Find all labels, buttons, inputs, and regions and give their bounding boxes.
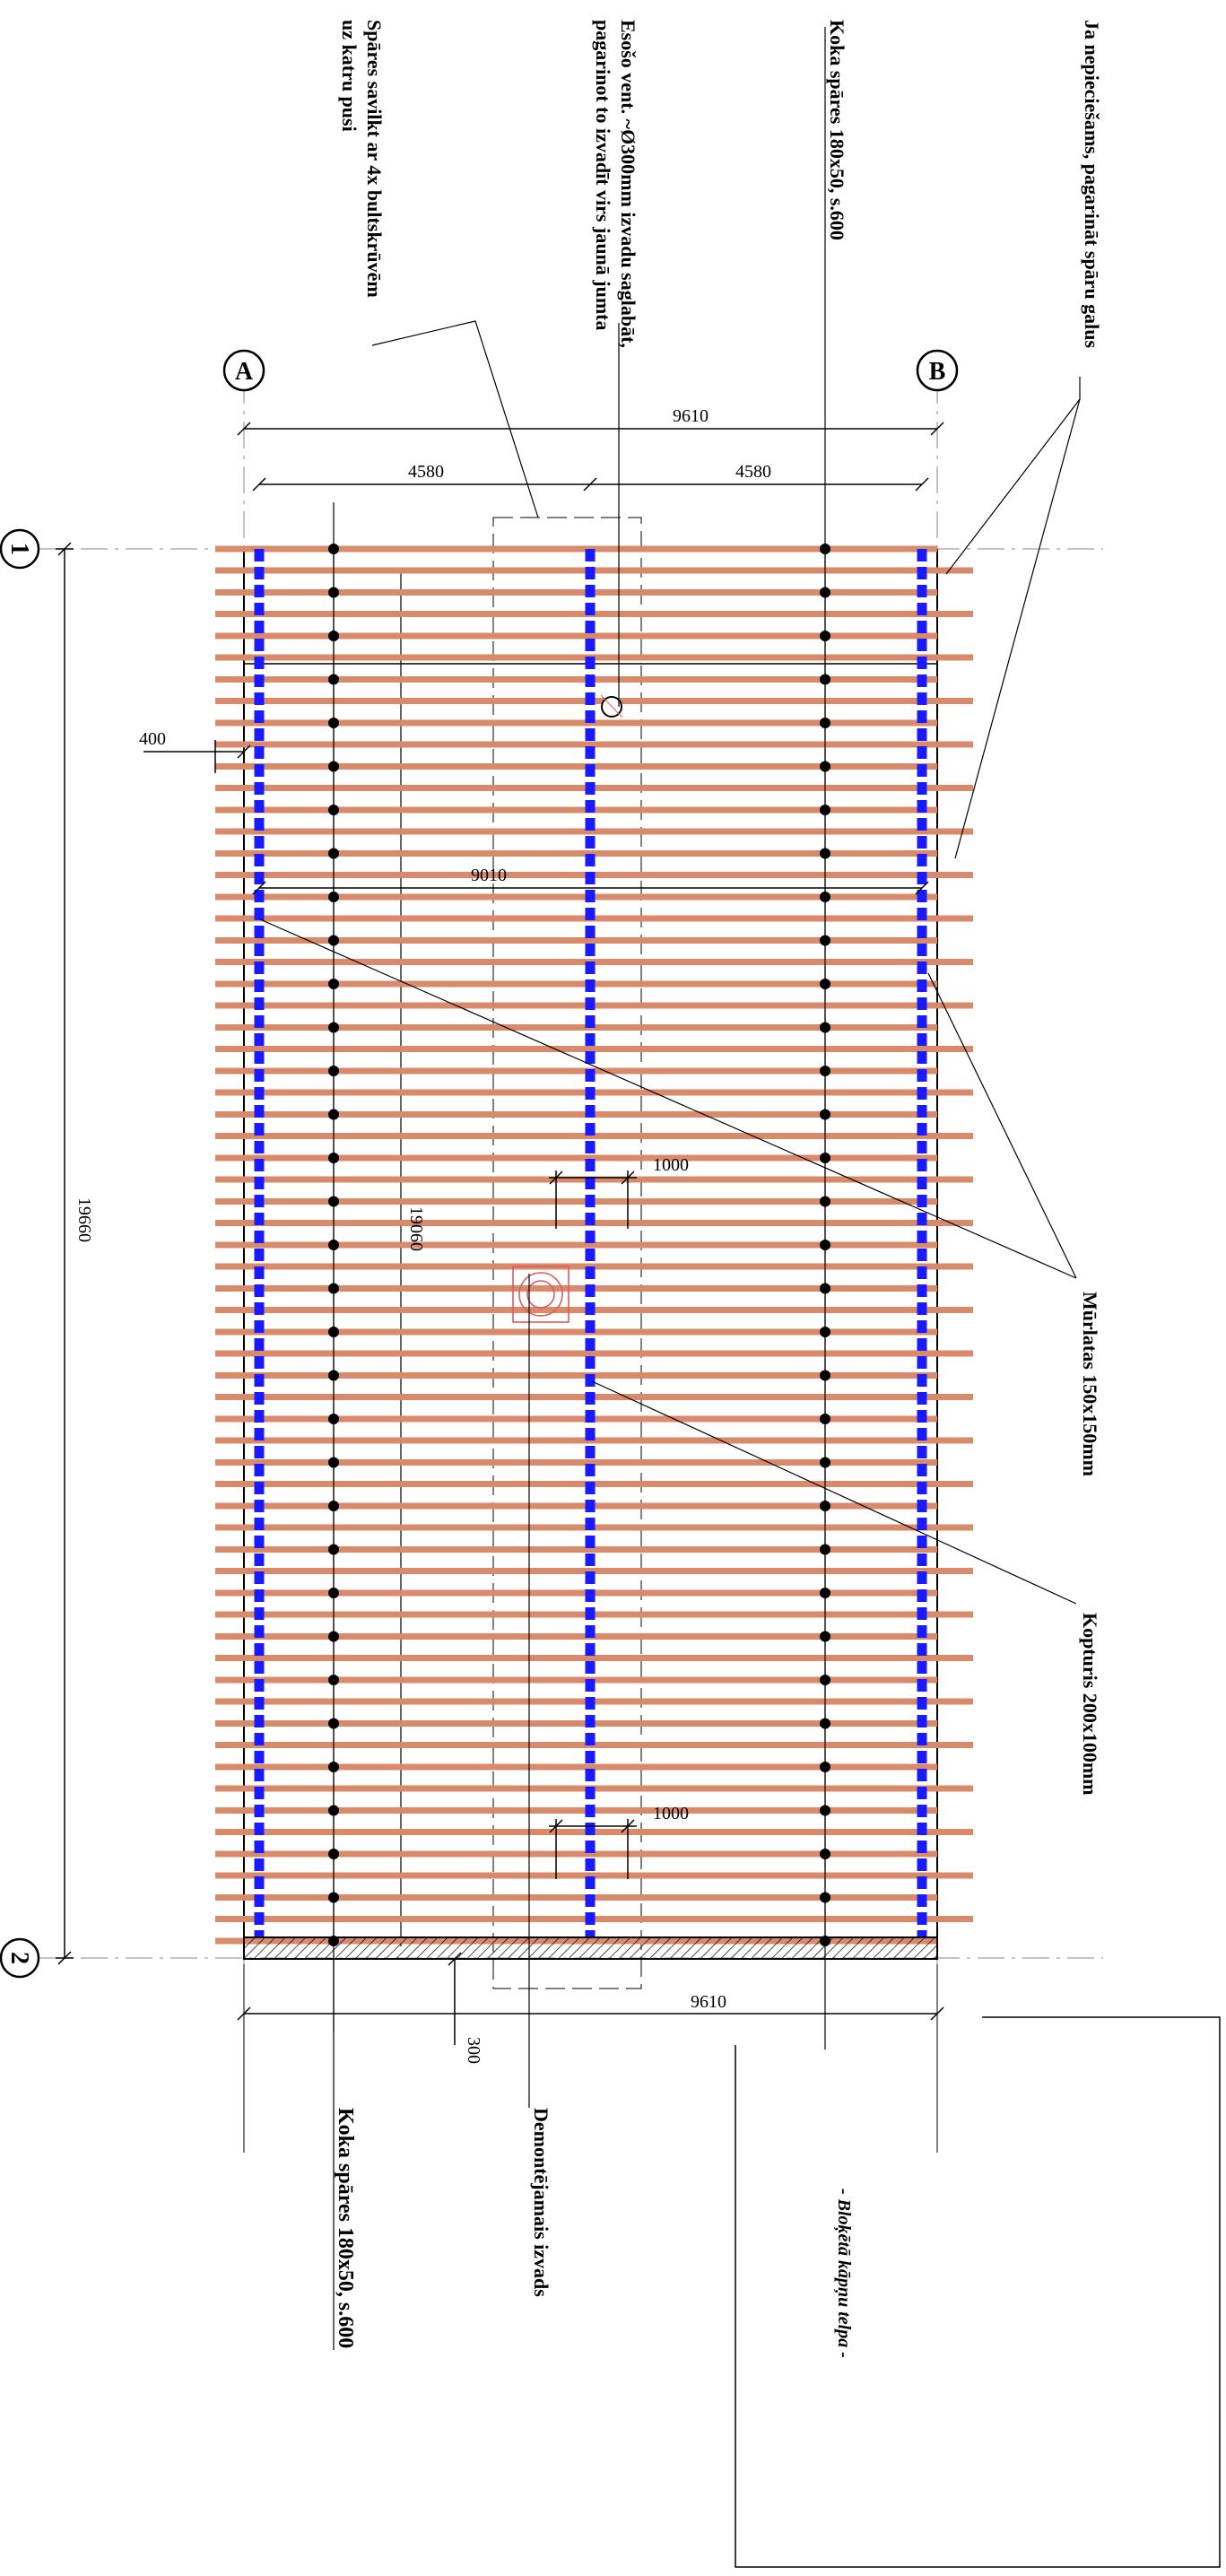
dimension-labels: 9610 4580 4580 9010 400 19660 19060 1000…: [74, 406, 771, 2064]
note-bolts-2: uz katru pusi: [338, 20, 361, 132]
dim-length-inner: 19060: [406, 1206, 426, 1251]
note-vent-1: Esošo vent. ~Ø300mm izvadu saglabāt,: [617, 20, 639, 348]
leader-lines: [259, 320, 1081, 2350]
purlin-lines: [333, 549, 826, 1946]
annotation-labels: Spāres savilkt ar 4x bultskrūvēm uz katr…: [334, 20, 1103, 2348]
dimension-lines: [56, 422, 944, 2153]
dim-length-outer: 19660: [74, 1197, 94, 1242]
leader-wall-plate-a: [259, 918, 1077, 1279]
note-wall-plates: Mūrlatas 150x150mm: [1079, 1292, 1101, 1476]
note-ridge-beam: Kopturis 200x100mm: [1079, 1613, 1101, 1796]
leader-extend-a: [945, 377, 1081, 575]
dim-overall-top: 9610: [673, 406, 709, 426]
grid-label-1: 1: [5, 543, 33, 555]
dim-right-span: 4580: [735, 462, 771, 482]
blocked-stairwell-label: - Bloķētā kāpņu telpa -: [833, 2189, 854, 2358]
grid-bubble-b: B: [916, 349, 959, 392]
dim-spacing-upper: 1000: [653, 1155, 689, 1175]
grid-label-2: 2: [5, 1952, 33, 1964]
leader-bolts: [371, 320, 539, 518]
grid-bubble-a: A: [222, 349, 265, 392]
dim-spacing-lower: 1000: [653, 1804, 689, 1823]
grid-bubble-2: 2: [0, 1937, 40, 1979]
removed-vent-icon: [512, 1266, 570, 1323]
note-bolts-1: Spāres savilkt ar 4x bultskrūvēm: [363, 20, 386, 298]
grid-label-b: B: [929, 358, 946, 386]
note-vent-2: pagarinot to izvadīt virs jaunā jumta: [592, 20, 614, 331]
grid-bubble-1: 1: [0, 528, 40, 570]
leader-wall-plate-b: [927, 972, 1077, 1279]
grid-label-a: A: [235, 358, 254, 386]
leader-ridge: [591, 1380, 1077, 1605]
leader-extend-b: [954, 398, 1081, 859]
note-rafters-bottom: Koka spāres 180x50, s.600: [334, 2108, 357, 2348]
dim-overhang: 400: [139, 729, 166, 749]
dim-left-span: 4580: [408, 462, 444, 482]
blocked-stairwell: - Bloķētā kāpņu telpa -: [735, 2016, 1221, 2568]
note-removed-vent: Demontējamais izvads: [530, 2108, 552, 2297]
note-extend-rafters: Ja nepieciešams, pagarināt spāru galus: [1081, 20, 1103, 349]
dim-overall-bottom: 9610: [691, 1992, 726, 2012]
circle-vent-icon: [600, 694, 623, 718]
note-rafters-top: Koka spāres 180x50, s.600: [826, 20, 848, 240]
dim-wall-thickness: 300: [464, 2037, 483, 2064]
dim-inner-width: 9010: [471, 866, 507, 885]
hatched-wall: [243, 1936, 938, 1960]
wall-plates: [254, 549, 927, 1937]
removed-vent-zone: [492, 517, 642, 1989]
